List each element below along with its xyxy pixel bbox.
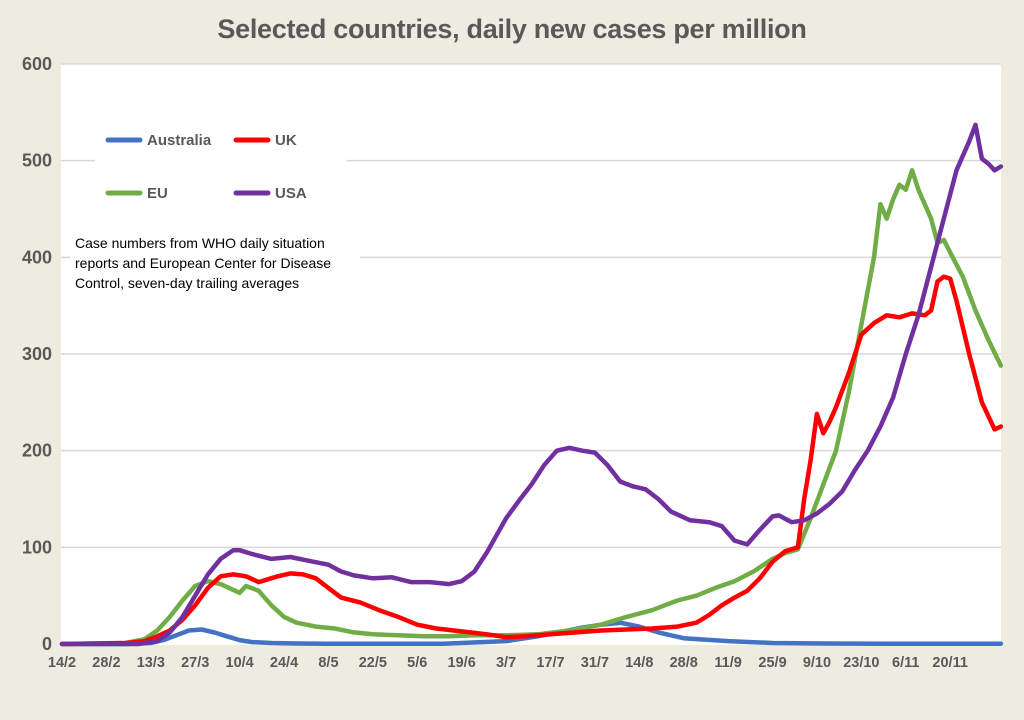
x-tick-label: 20/11 xyxy=(932,655,968,671)
y-tick-label: 300 xyxy=(22,344,52,364)
legend: Australia UK EU USA xyxy=(95,122,347,204)
x-tick-label: 17/7 xyxy=(536,655,564,671)
x-tick-label: 9/10 xyxy=(803,655,831,671)
x-tick-label: 13/3 xyxy=(137,655,165,671)
chart-title: Selected countries, daily new cases per … xyxy=(217,14,807,44)
x-tick-label: 5/6 xyxy=(407,655,427,671)
x-tick-label: 14/2 xyxy=(48,655,76,671)
x-tick-label: 31/7 xyxy=(581,655,609,671)
legend-label-eu: EU xyxy=(147,185,168,202)
y-tick-label: 600 xyxy=(22,54,52,74)
x-tick-label: 22/5 xyxy=(359,655,387,671)
series-line-australia xyxy=(59,620,1004,647)
y-tick-label: 0 xyxy=(42,634,52,654)
series-lines xyxy=(59,122,1004,647)
annotation: Case numbers from WHO daily situation rep… xyxy=(70,228,360,298)
annotation-line: Control, seven-day trailing averages xyxy=(75,275,299,291)
y-axis-ticks: 0 100 200 300 400 500 600 xyxy=(22,54,52,654)
x-tick-label: 27/3 xyxy=(181,655,209,671)
legend-label-uk: UK xyxy=(275,132,297,149)
y-tick-label: 400 xyxy=(22,247,52,267)
x-tick-label: 14/8 xyxy=(625,655,653,671)
legend-background xyxy=(95,122,347,204)
x-tick-label: 8/5 xyxy=(318,655,338,671)
annotation-line: reports and European Center for Disease xyxy=(75,255,331,271)
series-line-usa xyxy=(59,122,1004,647)
y-tick-label: 200 xyxy=(22,441,52,461)
y-tick-label: 500 xyxy=(22,151,52,171)
legend-label-australia: Australia xyxy=(147,132,212,149)
x-tick-label: 28/8 xyxy=(670,655,698,671)
x-tick-label: 10/4 xyxy=(226,655,254,671)
series-line-uk xyxy=(59,274,1004,647)
annotation-background xyxy=(70,228,360,298)
x-tick-label: 28/2 xyxy=(92,655,120,671)
y-tick-label: 100 xyxy=(22,537,52,557)
x-tick-label: 19/6 xyxy=(448,655,476,671)
x-tick-label: 6/11 xyxy=(892,655,919,671)
x-tick-label: 23/10 xyxy=(843,655,879,671)
x-tick-label: 11/9 xyxy=(714,655,741,671)
legend-label-usa: USA xyxy=(275,185,307,202)
x-axis-ticks: 14/2 28/2 13/3 27/3 10/4 24/4 8/5 22/5 5/6 19/6 3/… xyxy=(48,655,968,671)
x-tick-label: 3/7 xyxy=(496,655,516,671)
series-line-eu xyxy=(59,168,1004,647)
annotation-line: Case numbers from WHO daily situation xyxy=(75,235,325,251)
x-tick-label: 24/4 xyxy=(270,655,298,671)
x-tick-label: 25/9 xyxy=(758,655,786,671)
